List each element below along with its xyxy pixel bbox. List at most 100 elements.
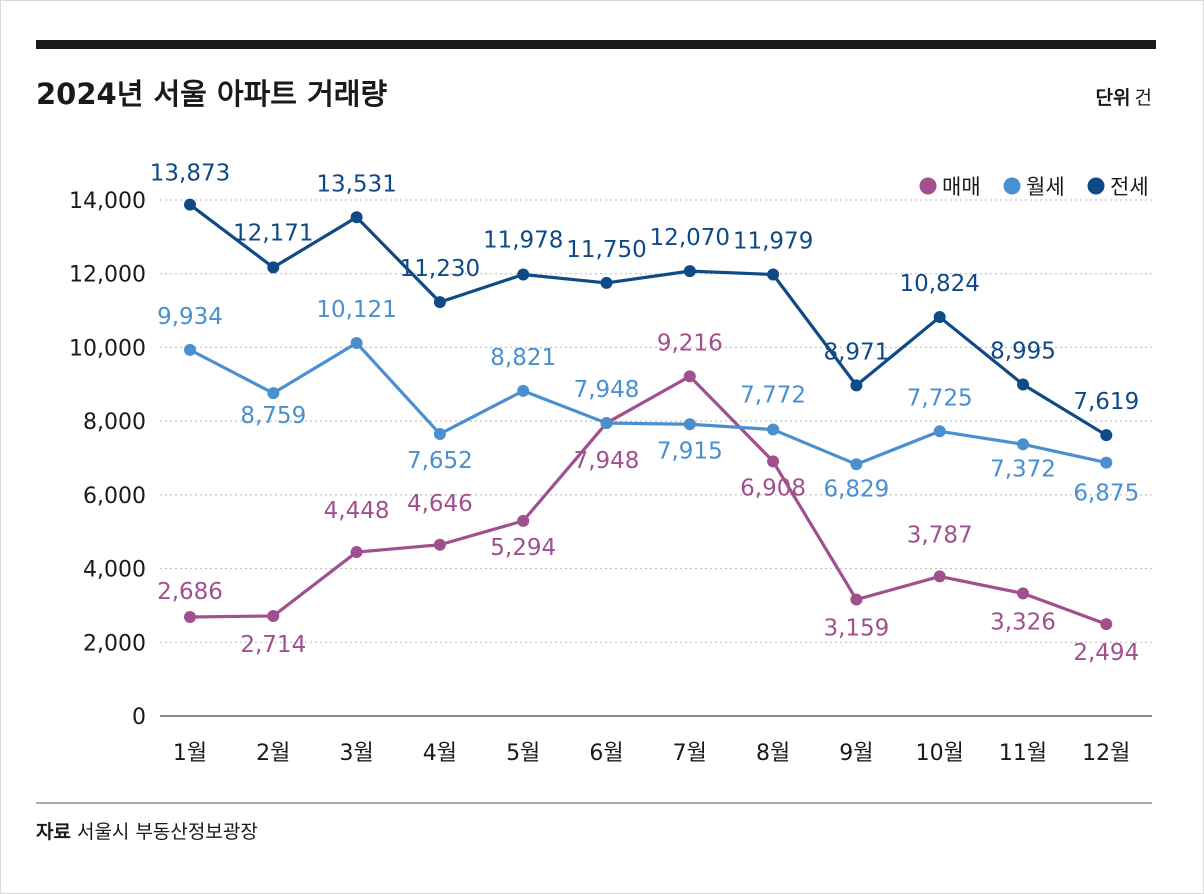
x-tick-label: 2월 bbox=[256, 741, 290, 766]
data-point bbox=[433, 538, 446, 551]
data-labels: 2,686 2,714 4,448 4,646 5,294 7,948 9,216 6,908… bbox=[150, 161, 1139, 666]
legend-marker bbox=[1003, 177, 1021, 195]
data-label: 8,995 bbox=[990, 338, 1056, 364]
data-label: 12,171 bbox=[233, 220, 313, 246]
data-point bbox=[433, 296, 446, 309]
source-value: 서울시 부동산정보광장 bbox=[77, 821, 258, 843]
x-tick-label: 5월 bbox=[506, 741, 540, 766]
x-tick-label: 7월 bbox=[673, 741, 707, 766]
y-tick-label: 6,000 bbox=[83, 484, 146, 509]
data-point bbox=[600, 276, 613, 289]
data-point bbox=[767, 268, 780, 281]
x-tick-label: 10월 bbox=[916, 741, 964, 766]
chart-title: 2024년 서울 아파트 거래량 bbox=[36, 77, 387, 111]
series-line-월세 bbox=[189, 341, 1107, 466]
data-label: 11,750 bbox=[566, 237, 646, 263]
series-line-매매 bbox=[189, 374, 1107, 626]
data-label: 7,915 bbox=[657, 438, 723, 464]
data-label: 9,934 bbox=[157, 304, 223, 330]
data-label: 7,948 bbox=[574, 377, 640, 403]
data-point bbox=[517, 514, 530, 527]
data-point bbox=[1017, 438, 1029, 451]
x-tick-label: 11월 bbox=[999, 741, 1047, 766]
data-point bbox=[350, 336, 363, 349]
data-point bbox=[850, 593, 863, 606]
x-axis-tick-labels: 1월 2월 3월 4월 5월 6월 7월 8월 9월 10월 11월 12월 bbox=[173, 741, 1131, 766]
series-lines bbox=[184, 198, 1113, 631]
data-point bbox=[683, 265, 696, 278]
data-point bbox=[184, 343, 196, 356]
data-label: 10,121 bbox=[316, 297, 396, 323]
data-label: 10,824 bbox=[899, 271, 979, 297]
x-tick-label: 4월 bbox=[423, 741, 457, 766]
x-tick-label: 1월 bbox=[173, 741, 207, 766]
data-point bbox=[267, 387, 280, 400]
x-tick-label: 9월 bbox=[839, 741, 873, 766]
data-point bbox=[184, 198, 196, 211]
x-tick-label: 12월 bbox=[1082, 741, 1130, 766]
legend-label: 매매 bbox=[942, 175, 981, 199]
data-point bbox=[1100, 618, 1113, 631]
data-label: 3,159 bbox=[823, 616, 889, 642]
data-point bbox=[267, 261, 280, 274]
data-point bbox=[933, 570, 946, 583]
data-point bbox=[517, 384, 530, 397]
data-point bbox=[683, 418, 696, 431]
y-tick-label: 8,000 bbox=[83, 410, 146, 435]
data-label: 4,448 bbox=[324, 498, 390, 524]
data-label: 7,619 bbox=[1073, 389, 1139, 415]
data-label: 11,978 bbox=[483, 228, 563, 254]
y-tick-label: 12,000 bbox=[69, 263, 146, 288]
data-label: 13,873 bbox=[150, 161, 230, 187]
data-label: 3,787 bbox=[907, 522, 973, 548]
data-point bbox=[767, 455, 780, 468]
data-label: 11,979 bbox=[733, 228, 813, 254]
data-point bbox=[850, 379, 863, 392]
data-label: 7,372 bbox=[990, 456, 1056, 482]
data-point bbox=[1100, 456, 1113, 469]
data-point bbox=[683, 370, 696, 383]
unit-value: 건 bbox=[1135, 87, 1152, 109]
gridlines bbox=[160, 199, 1152, 717]
data-point bbox=[433, 427, 446, 440]
data-label: 12,070 bbox=[650, 225, 730, 251]
data-label: 8,971 bbox=[823, 339, 889, 365]
y-tick-label: 14,000 bbox=[69, 189, 146, 214]
data-point bbox=[267, 609, 280, 622]
y-tick-label: 10,000 bbox=[69, 336, 146, 361]
legend: 매매 월세 전세 bbox=[919, 175, 1149, 199]
legend-label: 월세 bbox=[1026, 175, 1065, 199]
y-tick-label: 4,000 bbox=[83, 558, 146, 583]
data-label: 8,759 bbox=[240, 403, 306, 429]
data-label: 4,646 bbox=[407, 491, 473, 517]
data-point bbox=[933, 425, 946, 438]
unit-label: 단위 bbox=[1096, 87, 1131, 109]
data-label: 6,829 bbox=[823, 476, 889, 502]
data-label: 7,948 bbox=[574, 448, 640, 474]
data-label: 2,686 bbox=[157, 579, 223, 605]
y-tick-label: 2,000 bbox=[83, 631, 146, 656]
x-tick-label: 6월 bbox=[589, 741, 623, 766]
data-label: 11,230 bbox=[400, 256, 480, 282]
data-point bbox=[1100, 429, 1113, 442]
data-point bbox=[850, 458, 863, 471]
x-tick-label: 8월 bbox=[756, 741, 790, 766]
data-label: 3,326 bbox=[990, 609, 1056, 635]
data-label: 9,216 bbox=[657, 330, 723, 356]
data-label: 8,821 bbox=[490, 345, 556, 371]
legend-label: 전세 bbox=[1110, 175, 1149, 199]
data-label: 6,875 bbox=[1073, 481, 1139, 507]
data-label: 7,725 bbox=[907, 385, 973, 411]
series-line-전세 bbox=[189, 203, 1108, 437]
source-label: 자료 bbox=[36, 821, 71, 843]
y-tick-label: 0 bbox=[132, 705, 146, 730]
data-point bbox=[517, 268, 530, 281]
data-point bbox=[1017, 378, 1029, 391]
data-label: 6,908 bbox=[740, 475, 806, 501]
source-note: 자료 서울시 부동산정보광장 bbox=[36, 821, 258, 843]
data-label: 7,652 bbox=[407, 448, 473, 474]
data-point bbox=[350, 211, 363, 224]
legend-marker bbox=[919, 177, 937, 195]
